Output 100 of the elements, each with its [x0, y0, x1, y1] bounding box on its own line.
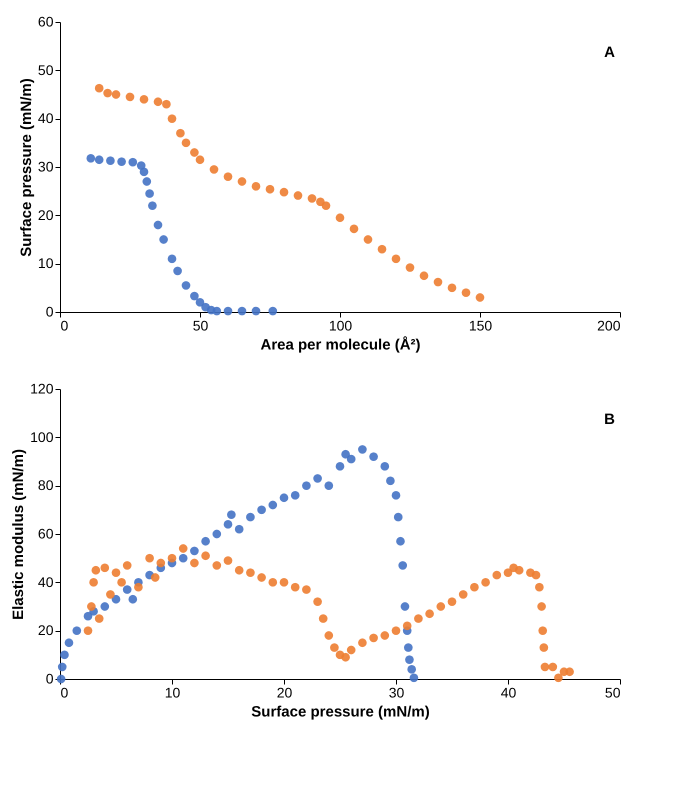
point [122, 585, 132, 594]
point [404, 643, 413, 652]
point [154, 97, 162, 106]
point [238, 306, 246, 316]
point [324, 481, 334, 490]
y-tick-label: 60 [38, 14, 54, 30]
point [392, 254, 400, 264]
point [224, 306, 232, 316]
point [392, 491, 400, 500]
y-tick-label: 40 [38, 574, 54, 590]
point [168, 114, 176, 123]
point [159, 235, 168, 244]
point [182, 281, 190, 290]
point [406, 263, 414, 272]
point [201, 536, 210, 546]
y-tick-label: 120 [30, 380, 54, 396]
point [86, 154, 96, 163]
y-axis-title: Elastic modulus (mN/m) [10, 449, 28, 620]
point [72, 626, 82, 635]
point [224, 172, 232, 181]
point [238, 177, 246, 186]
point [398, 561, 408, 570]
y-tick-label: 0 [46, 304, 54, 320]
point [268, 500, 278, 510]
x-axis-title: Area per molecule (Å²) [260, 336, 421, 354]
point [302, 481, 311, 490]
y-tick-label: 20 [38, 622, 54, 638]
point [266, 184, 274, 194]
point [386, 476, 395, 486]
y-tick-label: 50 [38, 62, 54, 78]
point [210, 165, 218, 174]
point [448, 284, 456, 292]
point [84, 612, 92, 620]
point [396, 536, 405, 546]
point [380, 462, 390, 471]
x-tick-label: 20 [276, 684, 292, 700]
point [196, 155, 204, 164]
point [336, 213, 344, 222]
annotation: A [604, 44, 616, 61]
annotation: B [604, 411, 616, 428]
point [182, 138, 190, 148]
x-tick-label: 200 [597, 318, 621, 334]
point [410, 673, 418, 682]
point [400, 602, 410, 611]
y-tick-label: 10 [38, 255, 54, 272]
point [128, 158, 138, 166]
y-tick-label: 80 [38, 477, 54, 494]
point [308, 194, 316, 203]
point [257, 506, 266, 514]
x-tick-label: 0 [60, 684, 68, 700]
point [246, 512, 255, 522]
y-tick-label: 100 [30, 428, 54, 445]
point [196, 298, 204, 307]
x-tick-label: 150 [468, 318, 492, 334]
point [190, 148, 199, 157]
point [58, 662, 67, 672]
point [364, 235, 372, 244]
point [407, 665, 416, 674]
point [369, 452, 378, 461]
point [394, 512, 403, 522]
point [294, 191, 302, 200]
point [280, 188, 288, 196]
point [112, 594, 120, 604]
point [336, 462, 344, 471]
point [190, 292, 199, 300]
x-tick-label: 0 [60, 318, 68, 334]
x-tick-label: 30 [388, 684, 404, 700]
x-tick-label: 50 [192, 318, 208, 334]
point [313, 474, 322, 483]
point [176, 128, 185, 138]
point [94, 84, 104, 93]
point [322, 201, 330, 210]
point [140, 168, 148, 176]
point [112, 90, 120, 99]
point [117, 157, 126, 166]
y-tick-label: 30 [38, 158, 54, 174]
point [405, 655, 414, 664]
x-tick-label: 50 [604, 684, 621, 700]
point [106, 156, 115, 166]
point [252, 182, 260, 191]
y-tick-label: 20 [38, 206, 54, 223]
x-axis-title: Surface pressure (mN/m) [251, 704, 430, 720]
point [173, 266, 182, 276]
point [434, 278, 442, 286]
point [212, 530, 222, 538]
point [64, 638, 74, 648]
point [100, 602, 110, 611]
point [227, 510, 236, 519]
point [290, 491, 300, 500]
point [462, 288, 470, 297]
x-tick-label: 100 [328, 318, 352, 334]
point [378, 244, 386, 254]
point [476, 293, 484, 302]
point [234, 524, 244, 534]
y-tick-label: 40 [38, 110, 54, 126]
y-tick-label: 60 [38, 526, 54, 542]
point [154, 220, 162, 230]
point [268, 306, 278, 316]
point [162, 100, 171, 108]
point [420, 271, 428, 280]
